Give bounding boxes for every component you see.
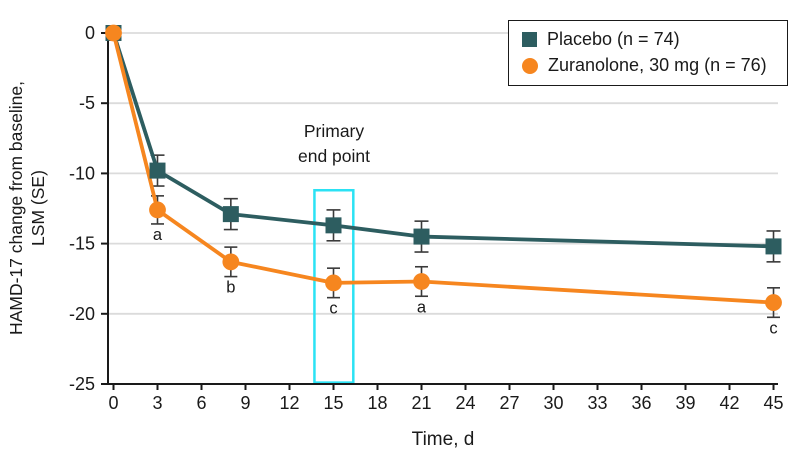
placebo-data-point-day-3 <box>149 162 166 179</box>
placebo-data-point-day-45 <box>765 238 782 255</box>
significance-letter-c: c <box>769 319 777 337</box>
x-tick-label: 9 <box>240 393 250 413</box>
x-tick-label: 0 <box>108 393 118 413</box>
legend-label-placebo: Placebo (n = 74) <box>547 29 680 49</box>
x-tick-label: 45 <box>763 393 783 413</box>
legend-item-placebo: Placebo (n = 74) <box>522 29 781 50</box>
legend: Placebo (n = 74) Zuranolone, 30 mg (n = … <box>508 20 788 86</box>
zuranolone-data-point-day-3 <box>149 201 166 219</box>
x-tick-label: 18 <box>367 393 387 413</box>
zuranolone-data-point-day-45 <box>765 294 782 311</box>
placebo-data-point-day-15 <box>325 217 342 234</box>
y-tick-label: 0 <box>85 23 95 43</box>
x-tick-label: 27 <box>499 393 519 413</box>
zuranolone-circle-marker-icon <box>522 57 538 74</box>
y-tick-label: -20 <box>69 304 95 324</box>
primary-endpoint-box <box>313 188 355 384</box>
y-tick-label: -15 <box>69 234 95 254</box>
significance-letter-c: c <box>329 300 337 318</box>
x-tick-label: 12 <box>279 393 299 413</box>
x-tick-label: 21 <box>411 393 431 413</box>
significance-letter-a: a <box>153 226 163 244</box>
significance-letter-a: a <box>417 298 427 316</box>
x-axis-title: Time, d <box>411 429 475 450</box>
y-axis-title-line2: LSM (SE) <box>28 170 48 246</box>
annotation-line1: Primary <box>303 121 365 141</box>
x-tick-label: 36 <box>631 393 651 413</box>
legend-item-zuranolone: Zuranolone, 30 mg (n = 76) <box>522 55 781 76</box>
primary-endpoint-annotation: Primary end point <box>298 119 370 169</box>
x-tick-label: 42 <box>719 393 739 413</box>
placebo-line <box>111 31 776 249</box>
placebo-square-marker-icon <box>522 32 537 47</box>
significance-letter-b: b <box>226 279 235 297</box>
y-tick-label: -5 <box>79 93 95 113</box>
y-tick-label: -10 <box>69 163 95 183</box>
placebo-data-point-day-8 <box>222 206 239 223</box>
x-tick-label: 24 <box>455 393 475 413</box>
x-tick-label: 33 <box>587 393 607 413</box>
y-tick-label: -25 <box>69 374 95 394</box>
zuranolone-data-point-day-21 <box>413 273 430 290</box>
x-tick-label: 39 <box>675 393 695 413</box>
zuranolone-data-point-day-0 <box>105 24 122 42</box>
zuranolone-data-point-day-8 <box>222 253 240 271</box>
x-tick-label: 15 <box>323 393 343 413</box>
annotation-line2: end point <box>297 146 371 166</box>
zuranolone-data-point-day-15 <box>325 274 342 292</box>
zuranolone-line <box>111 31 776 305</box>
y-axis-title-line1: HAMD-17 change from baseline, <box>6 81 26 335</box>
placebo-data-point-day-21 <box>413 228 430 245</box>
x-tick-label: 6 <box>196 393 206 413</box>
x-tick-label: 3 <box>152 393 162 413</box>
x-tick-label: 30 <box>543 393 563 413</box>
y-axis-title: HAMD-17 change from baseline, LSM (SE) <box>5 0 49 428</box>
legend-label-zuranolone: Zuranolone, 30 mg (n = 76) <box>548 55 767 75</box>
